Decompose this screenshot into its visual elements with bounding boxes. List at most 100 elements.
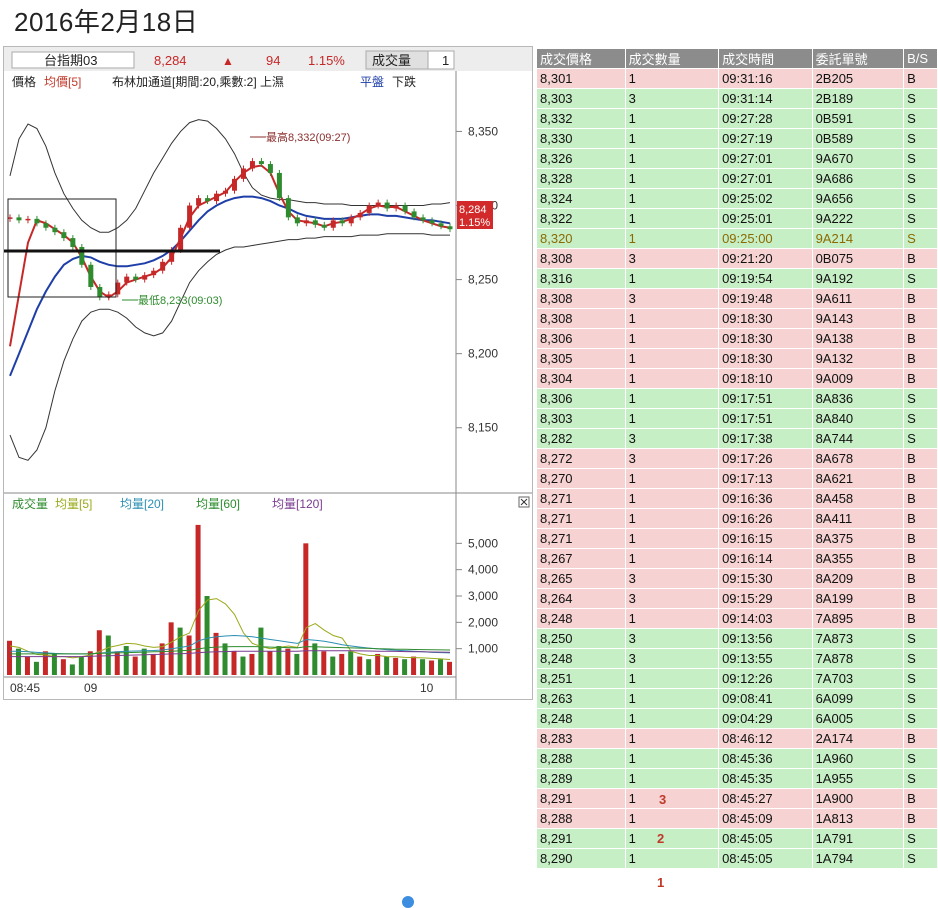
tick-row[interactable]: 8,250 3 09:13:56 7A873 S [536, 628, 938, 649]
tick-row[interactable]: 8,271 1 09:16:36 8A458 B [536, 488, 938, 509]
tick-cell-order: 9A143 [811, 308, 905, 329]
time-tick-label: 09 [84, 681, 98, 695]
tick-cell-side: B [903, 308, 938, 329]
tick-row[interactable]: 8,303 3 09:31:14 2B189 S [536, 88, 938, 109]
volume-bar [195, 524, 201, 675]
header-qty[interactable]: 成交數量 [624, 48, 720, 69]
tick-row[interactable]: 8,271 1 09:16:26 8A411 B [536, 508, 938, 529]
tick-row[interactable]: 8,326 1 09:27:01 9A670 S [536, 148, 938, 169]
tick-row[interactable]: 8,248 1 09:14:03 7A895 B [536, 608, 938, 629]
tick-row[interactable]: 8,283 1 08:46:12 2A174 B [536, 728, 938, 749]
tick-row[interactable]: 8,288 1 08:45:09 1A813 B [536, 808, 938, 829]
tick-cell-price: 8,303 [536, 408, 626, 429]
tick-cell-time: 09:27:19 [718, 128, 813, 149]
tick-cell-time: 09:15:30 [718, 568, 813, 589]
tick-row[interactable]: 8,306 1 09:18:30 9A138 B [536, 328, 938, 349]
candle-body [214, 193, 220, 202]
cursor-dot [402, 896, 414, 908]
tick-cell-time: 09:18:30 [718, 328, 813, 349]
volume-axis: 5,000 4,000 3,000 2,000 1,000 [456, 536, 498, 656]
candle-body [330, 220, 336, 228]
tick-cell-order: 8A678 [811, 448, 905, 469]
tick-cell-side: B [903, 368, 938, 389]
candle-body [303, 220, 309, 224]
page-title: 2016年2月18日 [14, 7, 199, 37]
tick-row[interactable]: 8,289 1 08:45:35 1A955 S [536, 768, 938, 789]
tick-cell-side: B [903, 728, 938, 749]
tick-row[interactable]: 8,308 3 09:19:48 9A611 B [536, 288, 938, 309]
tick-cell-time: 09:17:13 [718, 468, 813, 489]
tick-cell-order: 2B205 [811, 68, 905, 89]
tick-row[interactable]: 8,288 1 08:45:36 1A960 S [536, 748, 938, 769]
tick-cell-price: 8,282 [536, 428, 626, 449]
volume-bar [411, 656, 417, 675]
tick-row[interactable]: 8,330 1 09:27:19 0B589 S [536, 128, 938, 149]
tick-row[interactable]: 8,272 3 09:17:26 8A678 B [536, 448, 938, 469]
price-chart[interactable]: 台指期03 8,284 ▲ 94 1.15% 成交量 1 價格 均價[5] 布林加通… [4, 47, 532, 699]
tick-cell-time: 09:27:01 [718, 148, 813, 169]
volume-bar [213, 632, 219, 675]
tick-cell-order: 9A686 [811, 168, 905, 189]
tick-row[interactable]: 8,267 1 09:16:14 8A355 B [536, 548, 938, 569]
tick-row[interactable]: 8,264 3 09:15:29 8A199 B [536, 588, 938, 609]
tick-cell-order: 9A132 [811, 348, 905, 369]
tick-cell-order: 1A813 [811, 808, 905, 829]
tick-row[interactable]: 8,303 1 09:17:51 8A840 S [536, 408, 938, 429]
volume-legend: 成交量 均量[5] 均量[20] 均量[60] 均量[120] [12, 496, 323, 511]
tick-row[interactable]: 8,263 1 09:08:41 6A099 S [536, 688, 938, 709]
tick-cell-qty: 1 [624, 508, 720, 529]
tick-cell-side: S [903, 848, 938, 869]
tick-row[interactable]: 8,322 1 09:25:01 9A222 S [536, 208, 938, 229]
price-chart-panel[interactable]: 台指期03 8,284 ▲ 94 1.15% 成交量 1 價格 均價[5] 布林加通… [3, 46, 533, 700]
volume-bar [42, 651, 48, 675]
tick-cell-order: 9A138 [811, 328, 905, 349]
tick-cell-qty: 1 [624, 228, 720, 249]
tick-row[interactable]: 8,265 3 09:15:30 8A209 B [536, 568, 938, 589]
volume-bar [267, 651, 273, 675]
tick-cell-qty: 1 [624, 188, 720, 209]
tick-row[interactable]: 8,324 1 09:25:02 9A656 S [536, 188, 938, 209]
tick-table[interactable]: 成交價格 成交數量 成交時間 委託單號 B/S 8,301 1 09:31:16 2B… [536, 48, 938, 869]
tick-row[interactable]: 8,271 1 09:16:15 8A375 B [536, 528, 938, 549]
tick-cell-qty: 1 [624, 68, 720, 89]
header-price[interactable]: 成交價格 [536, 48, 626, 69]
tick-cell-price: 8,322 [536, 208, 626, 229]
tick-row[interactable]: 8,332 1 09:27:28 0B591 S [536, 108, 938, 129]
tick-row[interactable]: 8,291 1 08:45:27 1A900 B [536, 788, 938, 809]
tick-row[interactable]: 8,316 1 09:19:54 9A192 S [536, 268, 938, 289]
volume-bar [222, 643, 228, 675]
tick-row[interactable]: 8,305 1 09:18:30 9A132 B [536, 348, 938, 369]
tick-row[interactable]: 8,251 1 09:12:26 7A703 S [536, 668, 938, 689]
tick-row[interactable]: 8,291 1 08:45:05 1A791 S [536, 828, 938, 849]
tick-row[interactable]: 8,248 1 09:04:29 6A005 S [536, 708, 938, 729]
candle-body [447, 226, 453, 230]
tick-row[interactable]: 8,270 1 09:17:13 8A621 B [536, 468, 938, 489]
symbol-box [11, 51, 135, 69]
tick-row[interactable]: 8,306 1 09:17:51 8A836 S [536, 388, 938, 409]
tick-cell-side: B [903, 508, 938, 529]
header-order[interactable]: 委託單號 [811, 48, 905, 69]
change-text: 94 [266, 53, 280, 68]
volume-tick-label: 1,000 [468, 642, 498, 656]
tick-row[interactable]: 8,320 1 09:25:00 9A214 S [536, 228, 938, 249]
tick-cell-price: 8,290 [536, 848, 626, 869]
volume-bar [150, 653, 156, 675]
tick-cell-price: 8,272 [536, 448, 626, 469]
volume-legend-item: 均量[120] [272, 497, 323, 511]
tick-row[interactable]: 8,308 3 09:21:20 0B075 B [536, 248, 938, 269]
header-time[interactable]: 成交時間 [718, 48, 813, 69]
tick-row[interactable]: 8,290 1 08:45:05 1A794 S [536, 848, 938, 869]
tick-row[interactable]: 8,308 1 09:18:30 9A143 B [536, 308, 938, 329]
tick-cell-qty: 1 [624, 168, 720, 189]
tick-row[interactable]: 8,328 1 09:27:01 9A686 S [536, 168, 938, 189]
tick-row[interactable]: 8,248 3 09:13:55 7A878 S [536, 648, 938, 669]
volume-bar [447, 661, 452, 675]
tick-row[interactable]: 8,301 1 09:31:16 2B205 B [536, 68, 938, 89]
volume-bar [60, 659, 66, 675]
volume-bar [303, 543, 309, 675]
tick-row[interactable]: 8,304 1 09:18:10 9A009 B [536, 368, 938, 389]
tick-row[interactable]: 8,282 3 09:17:38 8A744 S [536, 428, 938, 449]
header-side[interactable]: B/S [903, 48, 938, 69]
tick-cell-side: B [903, 588, 938, 609]
tick-cell-price: 8,271 [536, 508, 626, 529]
